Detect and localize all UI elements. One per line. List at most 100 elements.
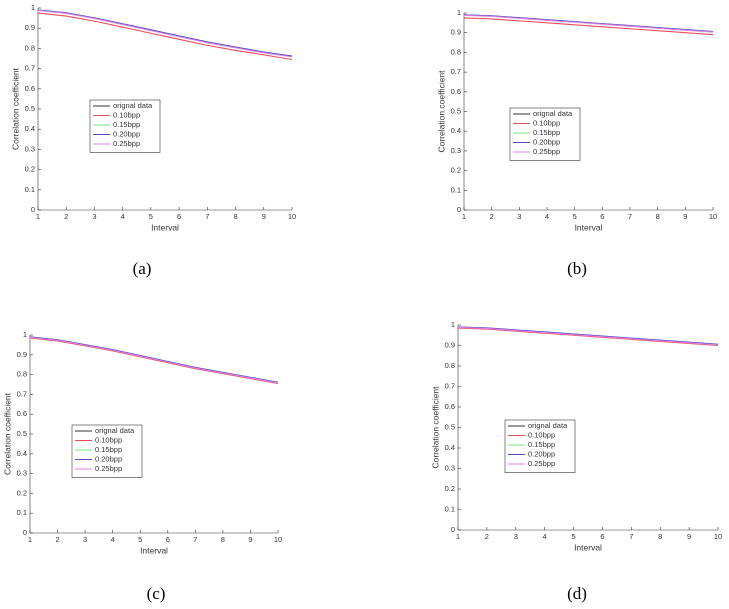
y-tick-label: 0.4 [17,449,27,458]
legend-label: 0.25bpp [113,139,140,148]
x-tick-label: 6 [177,212,181,221]
y-axis-label: Correlation coefficient [430,386,440,469]
y-tick-label: 0 [457,205,461,214]
x-tick-label: 10 [274,535,282,544]
legend-label: orignal data [113,101,153,110]
y-tick-label: 0.4 [25,124,35,133]
panel-label: (c) [147,584,166,603]
panel-label: (a) [133,259,152,278]
x-tick-label: 7 [205,212,209,221]
legend-label: 0.15bpp [533,128,560,137]
legend-label: 0.15bpp [95,445,122,454]
x-tick-label: 10 [714,532,722,541]
y-tick-label: 0.8 [445,361,455,370]
legend-label: 0.10bpp [95,435,122,444]
y-tick-label: 0 [31,205,35,214]
x-axis-label: Interval [140,545,168,555]
y-tick-label: 0.6 [17,409,27,418]
y-tick-label: 0.7 [25,64,35,73]
x-tick-label: 2 [490,212,494,221]
x-tick-label: 6 [600,212,604,221]
x-tick-label: 1 [28,535,32,544]
legend-label: 0.15bpp [113,120,140,129]
x-axis-label: Interval [151,222,179,232]
y-tick-label: 0.3 [17,469,27,478]
y-tick-label: 0.1 [451,185,461,194]
y-tick-label: 0.5 [17,429,27,438]
y-tick-label: 0.1 [445,504,455,513]
x-tick-label: 9 [262,212,266,221]
series-line [463,14,714,33]
x-tick-label: 8 [221,535,225,544]
y-tick-label: 0.7 [451,67,461,76]
series-line [457,326,719,345]
legend-label: 0.20bpp [528,449,555,458]
x-tick-label: 2 [55,535,59,544]
legend-label: 0.15bpp [528,440,555,449]
x-axis-label: Interval [575,222,603,232]
y-tick-label: 0.4 [451,126,461,135]
legend-label: 0.25bpp [95,464,122,473]
legend-label: 0.20bpp [113,129,140,138]
series-line [457,326,719,346]
y-tick-label: 0.1 [25,185,35,194]
x-tick-label: 2 [64,212,68,221]
y-tick-label: 0.8 [451,47,461,56]
x-tick-label: 9 [248,535,252,544]
y-tick-label: 0.9 [17,350,27,359]
x-tick-label: 9 [687,532,691,541]
series-line [37,9,293,57]
x-tick-label: 6 [166,535,170,544]
x-tick-label: 4 [111,535,115,544]
panel-label: (d) [567,584,587,603]
panel-label: (b) [567,259,587,278]
legend-label: 0.20bpp [533,137,560,146]
series-line [463,17,714,36]
y-tick-label: 0.6 [445,402,455,411]
y-tick-label: 1 [31,3,35,12]
x-tick-label: 9 [683,212,687,221]
legend-label: 0.10bpp [113,110,140,119]
y-tick-label: 0.3 [445,463,455,472]
y-tick-label: 1 [457,8,461,17]
x-axis-label: Interval [574,542,602,552]
x-tick-label: 5 [571,532,575,541]
y-tick-label: 0.9 [445,340,455,349]
legend-label: orignal data [95,426,135,435]
x-tick-label: 7 [629,532,633,541]
y-tick-label: 0.6 [451,87,461,96]
y-tick-label: 0.1 [17,508,27,517]
y-tick-label: 0 [451,525,455,534]
series-line [37,12,293,61]
y-tick-label: 1 [451,320,455,329]
x-tick-label: 4 [545,212,549,221]
x-tick-label: 5 [138,535,142,544]
x-tick-label: 1 [456,532,460,541]
y-tick-label: 0.2 [25,165,35,174]
y-axis-label: Correlation coefficient [10,67,20,150]
x-tick-label: 10 [288,212,296,221]
series-line [37,9,293,58]
x-tick-label: 7 [193,535,197,544]
legend-label: 0.25bpp [528,459,555,468]
series-line [29,336,279,383]
x-tick-label: 1 [36,212,40,221]
y-tick-label: 0.5 [451,106,461,115]
x-tick-label: 10 [709,212,717,221]
x-tick-label: 6 [600,532,604,541]
x-tick-label: 3 [83,535,87,544]
x-tick-label: 8 [656,212,660,221]
x-tick-label: 8 [658,532,662,541]
legend-label: 0.10bpp [528,430,555,439]
legend-label: 0.25bpp [533,147,560,156]
y-tick-label: 0.5 [25,104,35,113]
y-tick-label: 0 [23,528,27,537]
y-axis-label: Correlation coefficient [2,392,12,475]
y-axis-label: Correlation coefficient [436,70,446,153]
y-tick-label: 0.4 [445,443,455,452]
x-tick-label: 3 [517,212,521,221]
y-tick-label: 0.6 [25,84,35,93]
x-tick-label: 4 [121,212,125,221]
y-tick-label: 0.3 [25,144,35,153]
